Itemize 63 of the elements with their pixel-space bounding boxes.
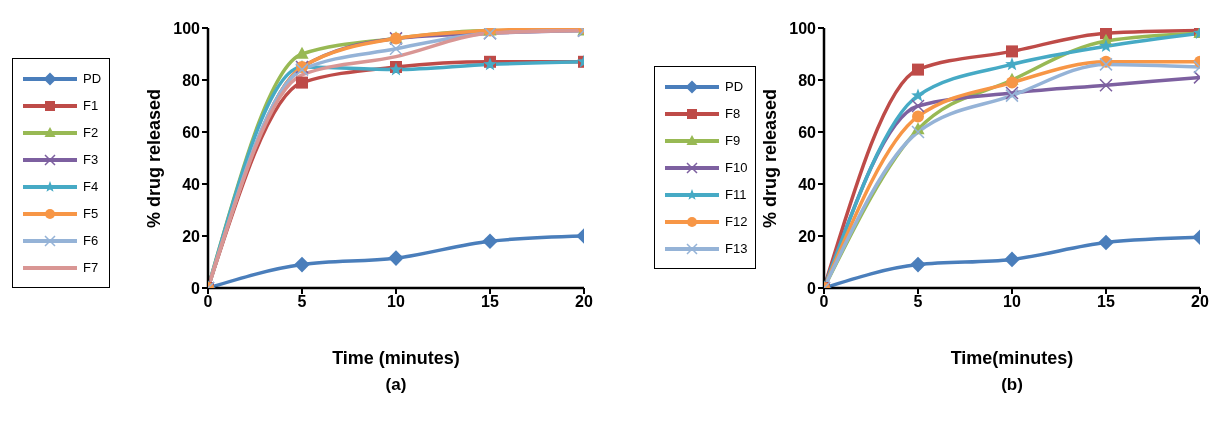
y-tick-label: 40 (798, 175, 817, 193)
point (388, 250, 404, 266)
point (912, 63, 924, 76)
y-tick-label: 20 (182, 227, 201, 245)
y-tick-label: 60 (182, 123, 201, 141)
legend-label: F2 (83, 125, 99, 140)
y-tick-label: 80 (182, 71, 201, 89)
x-tick-label: 15 (1097, 293, 1115, 311)
y-tick-label: 100 (173, 19, 201, 37)
y-tick-label: 60 (798, 123, 817, 141)
point (296, 76, 308, 89)
point (1006, 45, 1018, 58)
point (1006, 76, 1018, 89)
x-tick-label: 10 (387, 293, 405, 311)
legend-label: F5 (83, 206, 99, 221)
legend-label: F12 (725, 214, 748, 229)
point (1005, 57, 1019, 71)
point (389, 42, 403, 56)
legend-label: F11 (725, 187, 747, 202)
point (1098, 234, 1114, 251)
x-tick-label: 0 (203, 293, 213, 311)
legend-label: F4 (83, 179, 99, 194)
point (482, 233, 498, 249)
x-tick-label: 10 (1003, 293, 1021, 311)
legend-label: F9 (725, 133, 741, 148)
x-tick-label: 5 (913, 293, 923, 311)
point (911, 125, 925, 139)
point (294, 256, 310, 273)
y-tick-label: 0 (191, 279, 201, 297)
point (911, 88, 925, 102)
text: (a) (384, 375, 408, 395)
y-tick-label: 100 (789, 19, 817, 37)
x-tick-label: 20 (575, 293, 593, 311)
y-axis-title: % drug released (144, 88, 165, 228)
legend-label: F7 (83, 260, 99, 275)
y-tick-label: 80 (798, 71, 817, 89)
y-axis-title: % drug released (760, 88, 781, 228)
text: (b) (1000, 375, 1024, 395)
y-tick-label: 40 (182, 175, 201, 193)
legend-label: F1 (83, 98, 99, 113)
point (1099, 39, 1113, 53)
legend-label: PD (83, 71, 102, 86)
legend-label: PD (725, 79, 744, 94)
x-tick-label: 20 (1191, 293, 1209, 311)
point (912, 110, 924, 123)
x-tick-label: 0 (819, 293, 829, 311)
point (911, 99, 925, 113)
x-axis-title: Time(minutes) (949, 348, 1075, 369)
x-axis-title: Time (minutes) (331, 348, 461, 369)
point (1099, 57, 1113, 72)
point (1099, 78, 1113, 92)
legend-label: F8 (725, 106, 741, 121)
point (295, 46, 309, 59)
x-tick-label: 5 (297, 293, 307, 311)
y-tick-label: 20 (798, 227, 817, 245)
legend-label: F6 (83, 233, 99, 248)
legend-label: F10 (725, 160, 748, 175)
legend-label: F13 (725, 241, 748, 256)
point (1004, 251, 1020, 268)
point (910, 256, 926, 273)
x-tick-label: 15 (481, 293, 499, 311)
legend-label: F3 (83, 152, 99, 167)
y-tick-label: 0 (807, 279, 817, 297)
